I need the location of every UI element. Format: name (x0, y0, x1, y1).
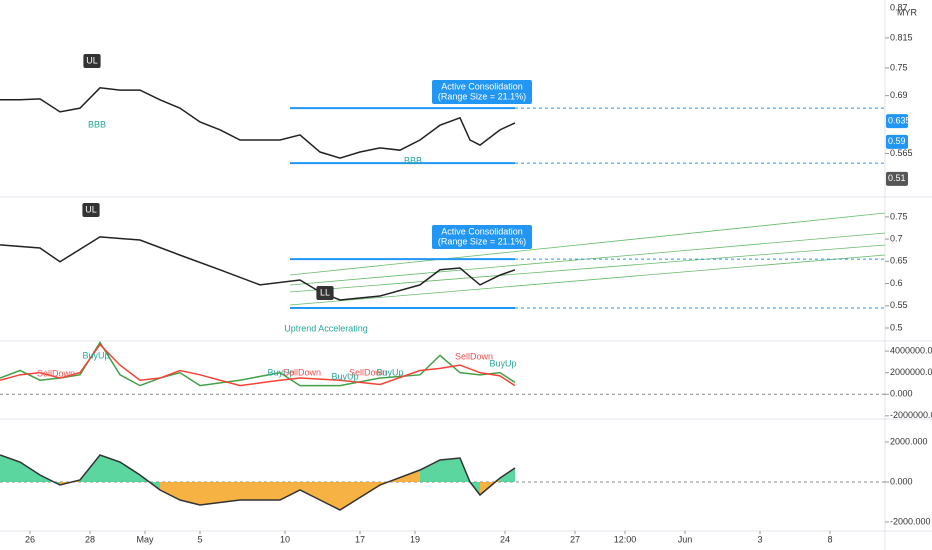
top-price-label: 0.87 (890, 2, 908, 12)
x-tick-label: 10 (280, 534, 290, 544)
y-tick-label: -2000.000 (890, 516, 931, 526)
histogram-area (440, 458, 460, 482)
x-tick-label: May (136, 534, 154, 544)
histogram-area (120, 462, 140, 482)
annotation: UL (85, 204, 97, 214)
y-tick-label: 0.7 (890, 233, 903, 243)
price-badge (886, 171, 908, 186)
x-tick-label: 12:00 (614, 534, 637, 544)
annotation: BuyUp (267, 367, 294, 377)
histogram-area (500, 468, 515, 482)
annotation: (Range Size = 21.1%) (438, 236, 526, 246)
price-badge-label: 0.635 (888, 115, 911, 125)
y-tick-label: 0.65 (890, 256, 908, 266)
y-tick-label: 2000.000 (890, 436, 928, 446)
indicator-line (0, 343, 516, 387)
histogram-area (240, 482, 280, 500)
y-tick-label: 0.55 (890, 300, 908, 310)
y-tick-label: 2000000.000 (890, 367, 932, 377)
annotation: Uptrend Accelerating (284, 323, 368, 333)
currency-label: MYR (897, 7, 918, 17)
price-badge-label: 0.51 (888, 173, 906, 183)
y-tick-label: 0.75 (890, 211, 908, 221)
histogram-area (20, 462, 40, 482)
histogram-area (280, 482, 300, 500)
annotation: LL (320, 287, 330, 297)
y-tick-label: 0.69 (890, 90, 908, 100)
indicator-line (0, 341, 516, 387)
price-line (0, 236, 516, 301)
y-tick-label: -2000000.000 (890, 410, 932, 420)
histogram-area (100, 455, 120, 482)
annotation: SellDown (283, 367, 321, 377)
annotation-box (432, 90, 532, 104)
x-tick-label: 5 (197, 534, 202, 544)
y-tick-label: 0.000 (890, 476, 913, 486)
annotation: BuyUp (489, 358, 516, 368)
trend-channel (289, 212, 886, 306)
y-tick-label: 0.815 (890, 32, 913, 42)
x-tick-label: 28 (85, 534, 95, 544)
x-tick-label: 3 (757, 534, 762, 544)
x-tick-label: 26 (25, 534, 35, 544)
annotation-box (432, 235, 532, 249)
y-tick-label: 0.5 (890, 322, 903, 332)
annotation-box (83, 54, 101, 68)
price-badge-label: 0.59 (888, 136, 906, 146)
x-tick-label: 19 (410, 534, 420, 544)
annotation-box (82, 203, 100, 217)
annotation: UL (86, 55, 98, 65)
price-badge (886, 134, 908, 149)
annotation: SellDown (349, 367, 387, 377)
annotation: BuyUp (331, 371, 358, 381)
annotation: BBB (88, 119, 106, 129)
histogram-area (200, 482, 240, 505)
y-tick-label: 4000000.000 (890, 345, 932, 355)
x-tick-label: 8 (827, 534, 832, 544)
histogram-area (320, 482, 340, 510)
histogram-area (0, 455, 20, 482)
annotation: (Range Size = 21.1%) (438, 91, 526, 101)
oscillator-line (0, 454, 516, 511)
x-tick-label: 17 (355, 534, 365, 544)
price-badge (886, 114, 908, 129)
annotation: BuyUp (82, 350, 109, 360)
y-tick-label: 0.000 (890, 389, 913, 399)
histogram-area (300, 482, 320, 500)
annotation: Active Consolidation (441, 81, 523, 91)
annotation: BBB (404, 155, 422, 165)
annotation: Active Consolidation (441, 226, 523, 236)
annotation: SellDown (37, 368, 75, 378)
histogram-area (180, 482, 200, 505)
annotation-box (316, 286, 334, 300)
x-tick-label: Jun (678, 534, 693, 544)
x-tick-label: 27 (570, 534, 580, 544)
price-line (0, 87, 516, 159)
histogram-area (420, 460, 440, 482)
histogram-area (160, 482, 180, 500)
y-tick-label: 0.6 (890, 278, 903, 288)
x-tick-label: 24 (500, 534, 510, 544)
annotation: BuyUp (376, 367, 403, 377)
annotation: SellDown (455, 351, 493, 361)
y-tick-label: 0.565 (890, 148, 913, 158)
y-tick-label: 0.75 (890, 62, 908, 72)
